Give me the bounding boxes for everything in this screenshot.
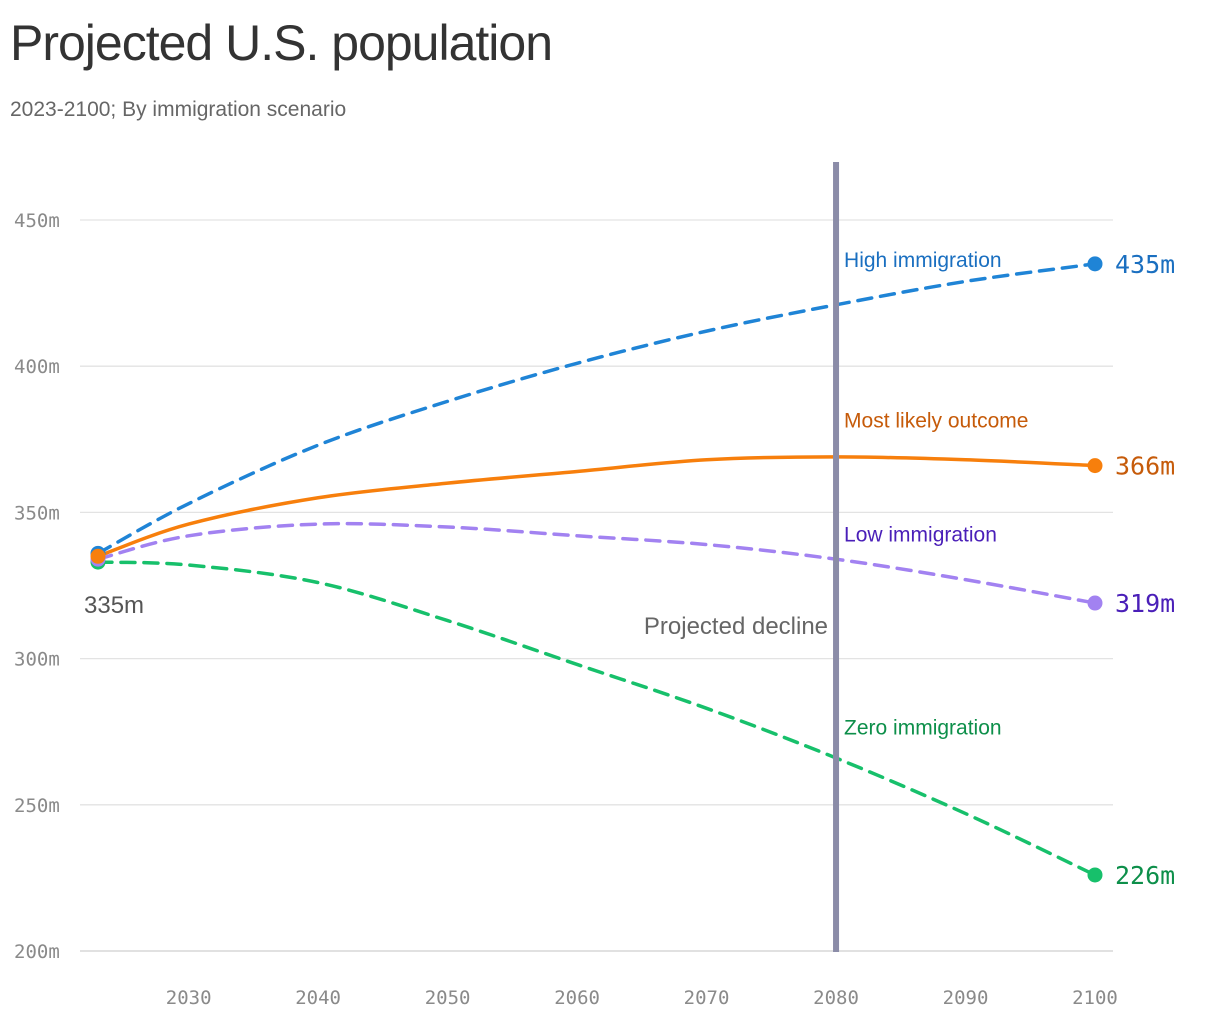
end-point-zero-immigration <box>1087 867 1103 883</box>
projected-decline-line <box>833 162 840 952</box>
y-tick-label-400: 400m <box>14 356 60 378</box>
chart-title: Projected U.S. population <box>10 15 553 71</box>
series-label-zero-immigration: Zero immigration <box>844 717 1002 740</box>
end-point-most-likely-outcome <box>1087 458 1103 474</box>
end-point-low-immigration <box>1087 595 1103 611</box>
series-line-high-immigration <box>96 262 1097 556</box>
x-tick-label-2040: 2040 <box>295 987 341 1009</box>
x-tick-label-2070: 2070 <box>684 987 730 1009</box>
series-line-most-likely-outcome <box>96 455 1097 559</box>
series-line-zero-immigration <box>96 560 1097 877</box>
start-value-label: 335m <box>84 592 144 619</box>
series-line-low-immigration <box>96 521 1097 605</box>
end-point-high-immigration <box>1087 256 1103 272</box>
end-label-most-likely-outcome: 366m <box>1115 452 1175 481</box>
chart-subtitle: 2023-2100; By immigration scenario <box>10 98 347 121</box>
series-label-low-immigration: Low immigration <box>844 524 997 547</box>
x-tick-label-2050: 2050 <box>425 987 471 1009</box>
y-tick-label-450: 450m <box>14 210 60 232</box>
y-tick-label-350: 350m <box>14 502 60 524</box>
y-tick-label-300: 300m <box>14 649 60 671</box>
start-point-most-likely-outcome <box>90 548 106 564</box>
series-label-most-likely-outcome: Most likely outcome <box>844 410 1028 433</box>
end-label-low-immigration: 319m <box>1115 589 1175 618</box>
x-tick-label-2100: 2100 <box>1072 987 1118 1009</box>
end-label-zero-immigration: 226m <box>1115 861 1175 890</box>
series-label-high-immigration: High immigration <box>844 249 1002 272</box>
x-tick-label-2090: 2090 <box>943 987 989 1009</box>
projected-decline-label: Projected decline <box>644 613 828 640</box>
end-label-high-immigration: 435m <box>1115 250 1175 279</box>
y-tick-label-250: 250m <box>14 795 60 817</box>
x-tick-label-2030: 2030 <box>166 987 212 1009</box>
x-tick-label-2060: 2060 <box>554 987 600 1009</box>
x-tick-label-2080: 2080 <box>813 987 859 1009</box>
y-tick-label-200: 200m <box>14 941 60 963</box>
